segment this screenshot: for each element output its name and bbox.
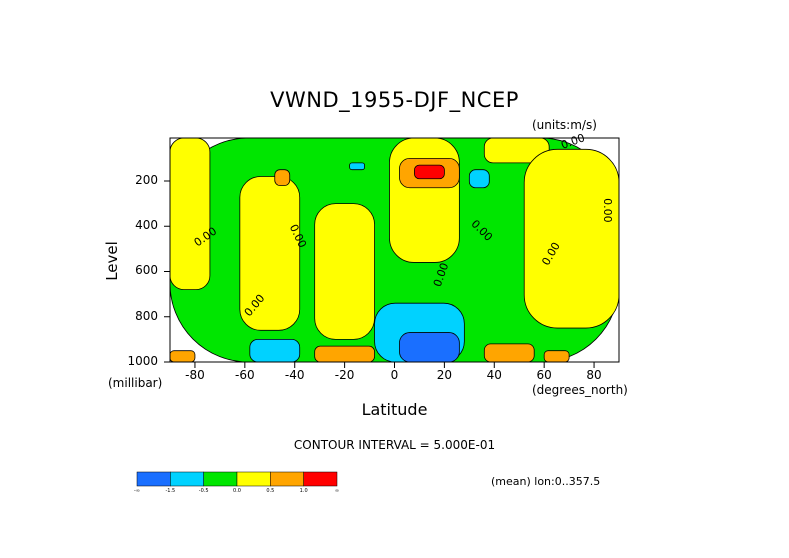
y-tick-label: 800 bbox=[135, 308, 158, 323]
contour-region-14 bbox=[399, 332, 460, 362]
colorbar-swatch bbox=[136, 471, 171, 487]
contour-region-7 bbox=[274, 169, 291, 186]
contour-label: 0.00 bbox=[601, 198, 614, 223]
contour-interval: CONTOUR INTERVAL = 5.000E-01 bbox=[293, 438, 496, 452]
x-tick-label: -40 bbox=[284, 368, 305, 382]
x-tick-label: 20 bbox=[436, 368, 453, 382]
x-tick-label: -20 bbox=[334, 368, 355, 382]
colorbar-label: 0.0 bbox=[233, 488, 241, 494]
chart-title: VWND_1955-DJF_NCEP bbox=[270, 88, 519, 112]
y-tick-label: 1000 bbox=[127, 354, 158, 368]
colorbar-swatch bbox=[170, 471, 204, 487]
colorbar-swatch bbox=[303, 471, 338, 487]
contour-region-12 bbox=[249, 338, 301, 362]
colorbar-label: 1.0 bbox=[299, 488, 308, 494]
contour-region-15 bbox=[314, 345, 375, 362]
x-tick-label: 40 bbox=[486, 368, 502, 382]
colorbar bbox=[136, 471, 338, 487]
contour-region-6 bbox=[523, 148, 619, 329]
contour-region-9 bbox=[414, 164, 445, 180]
units-label: (units:m/s) bbox=[532, 118, 597, 132]
colorbar-swatch bbox=[270, 471, 304, 487]
colorbar-label: -0.5 bbox=[198, 488, 209, 494]
colorbar-label: -∞ bbox=[134, 488, 140, 494]
colorbar-swatch bbox=[236, 471, 271, 487]
x-axis-unit: (degrees_north) bbox=[532, 383, 628, 397]
colorbar-label: 0.5 bbox=[266, 488, 275, 494]
x-axis-label: Latitude bbox=[361, 400, 428, 419]
contour-region-11 bbox=[468, 169, 490, 189]
x-tick-label: 80 bbox=[586, 368, 602, 382]
contour-region-17 bbox=[543, 350, 570, 362]
y-tick-label: 200 bbox=[135, 172, 158, 187]
mean-longitude: (mean) lon:0..357.5 bbox=[491, 475, 601, 488]
contour-region-10 bbox=[349, 162, 365, 171]
tick-marks bbox=[164, 180, 595, 368]
contour-region-2 bbox=[239, 176, 301, 331]
contour-region-4 bbox=[389, 138, 460, 263]
x-tick-label: -60 bbox=[235, 368, 255, 382]
colorbar-label: -1.5 bbox=[165, 488, 176, 494]
x-tick-label: 60 bbox=[536, 368, 552, 382]
contour-region-18 bbox=[170, 350, 196, 362]
x-tick-label: 0 bbox=[390, 368, 399, 382]
contour-region-1 bbox=[170, 138, 211, 290]
contour-region-16 bbox=[483, 343, 535, 362]
y-tick-label: 400 bbox=[135, 218, 158, 233]
colorbar-label: ∞ bbox=[334, 488, 340, 494]
colorbar-swatch bbox=[203, 471, 238, 487]
contour-region-3 bbox=[314, 203, 375, 340]
y-tick-label: 600 bbox=[135, 263, 158, 278]
y-axis-unit: (millibar) bbox=[108, 376, 163, 390]
x-tick-label: -80 bbox=[185, 368, 205, 382]
contour-fills bbox=[170, 138, 619, 362]
